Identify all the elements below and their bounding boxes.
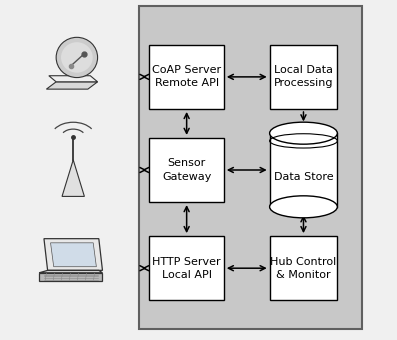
Polygon shape bbox=[44, 239, 102, 270]
FancyBboxPatch shape bbox=[149, 45, 224, 109]
Text: HTTP Server
Local API: HTTP Server Local API bbox=[152, 257, 221, 280]
Polygon shape bbox=[39, 270, 102, 273]
Polygon shape bbox=[62, 160, 85, 197]
FancyBboxPatch shape bbox=[149, 138, 224, 202]
Polygon shape bbox=[50, 243, 96, 267]
Ellipse shape bbox=[270, 122, 337, 144]
Polygon shape bbox=[46, 82, 98, 89]
FancyBboxPatch shape bbox=[270, 45, 337, 109]
Polygon shape bbox=[39, 273, 102, 281]
Ellipse shape bbox=[270, 196, 337, 218]
Ellipse shape bbox=[56, 37, 98, 78]
Polygon shape bbox=[49, 76, 98, 82]
Text: Data Store: Data Store bbox=[274, 172, 333, 182]
FancyBboxPatch shape bbox=[270, 236, 337, 300]
FancyBboxPatch shape bbox=[270, 133, 337, 207]
Text: Sensor
Gateway: Sensor Gateway bbox=[162, 158, 211, 182]
Text: CoAP Server
Remote API: CoAP Server Remote API bbox=[152, 65, 221, 88]
FancyBboxPatch shape bbox=[149, 236, 224, 300]
Text: Hub Control
& Monitor: Hub Control & Monitor bbox=[270, 257, 337, 280]
Ellipse shape bbox=[61, 42, 93, 73]
FancyBboxPatch shape bbox=[139, 6, 362, 329]
Text: Local Data
Processing: Local Data Processing bbox=[274, 65, 333, 88]
